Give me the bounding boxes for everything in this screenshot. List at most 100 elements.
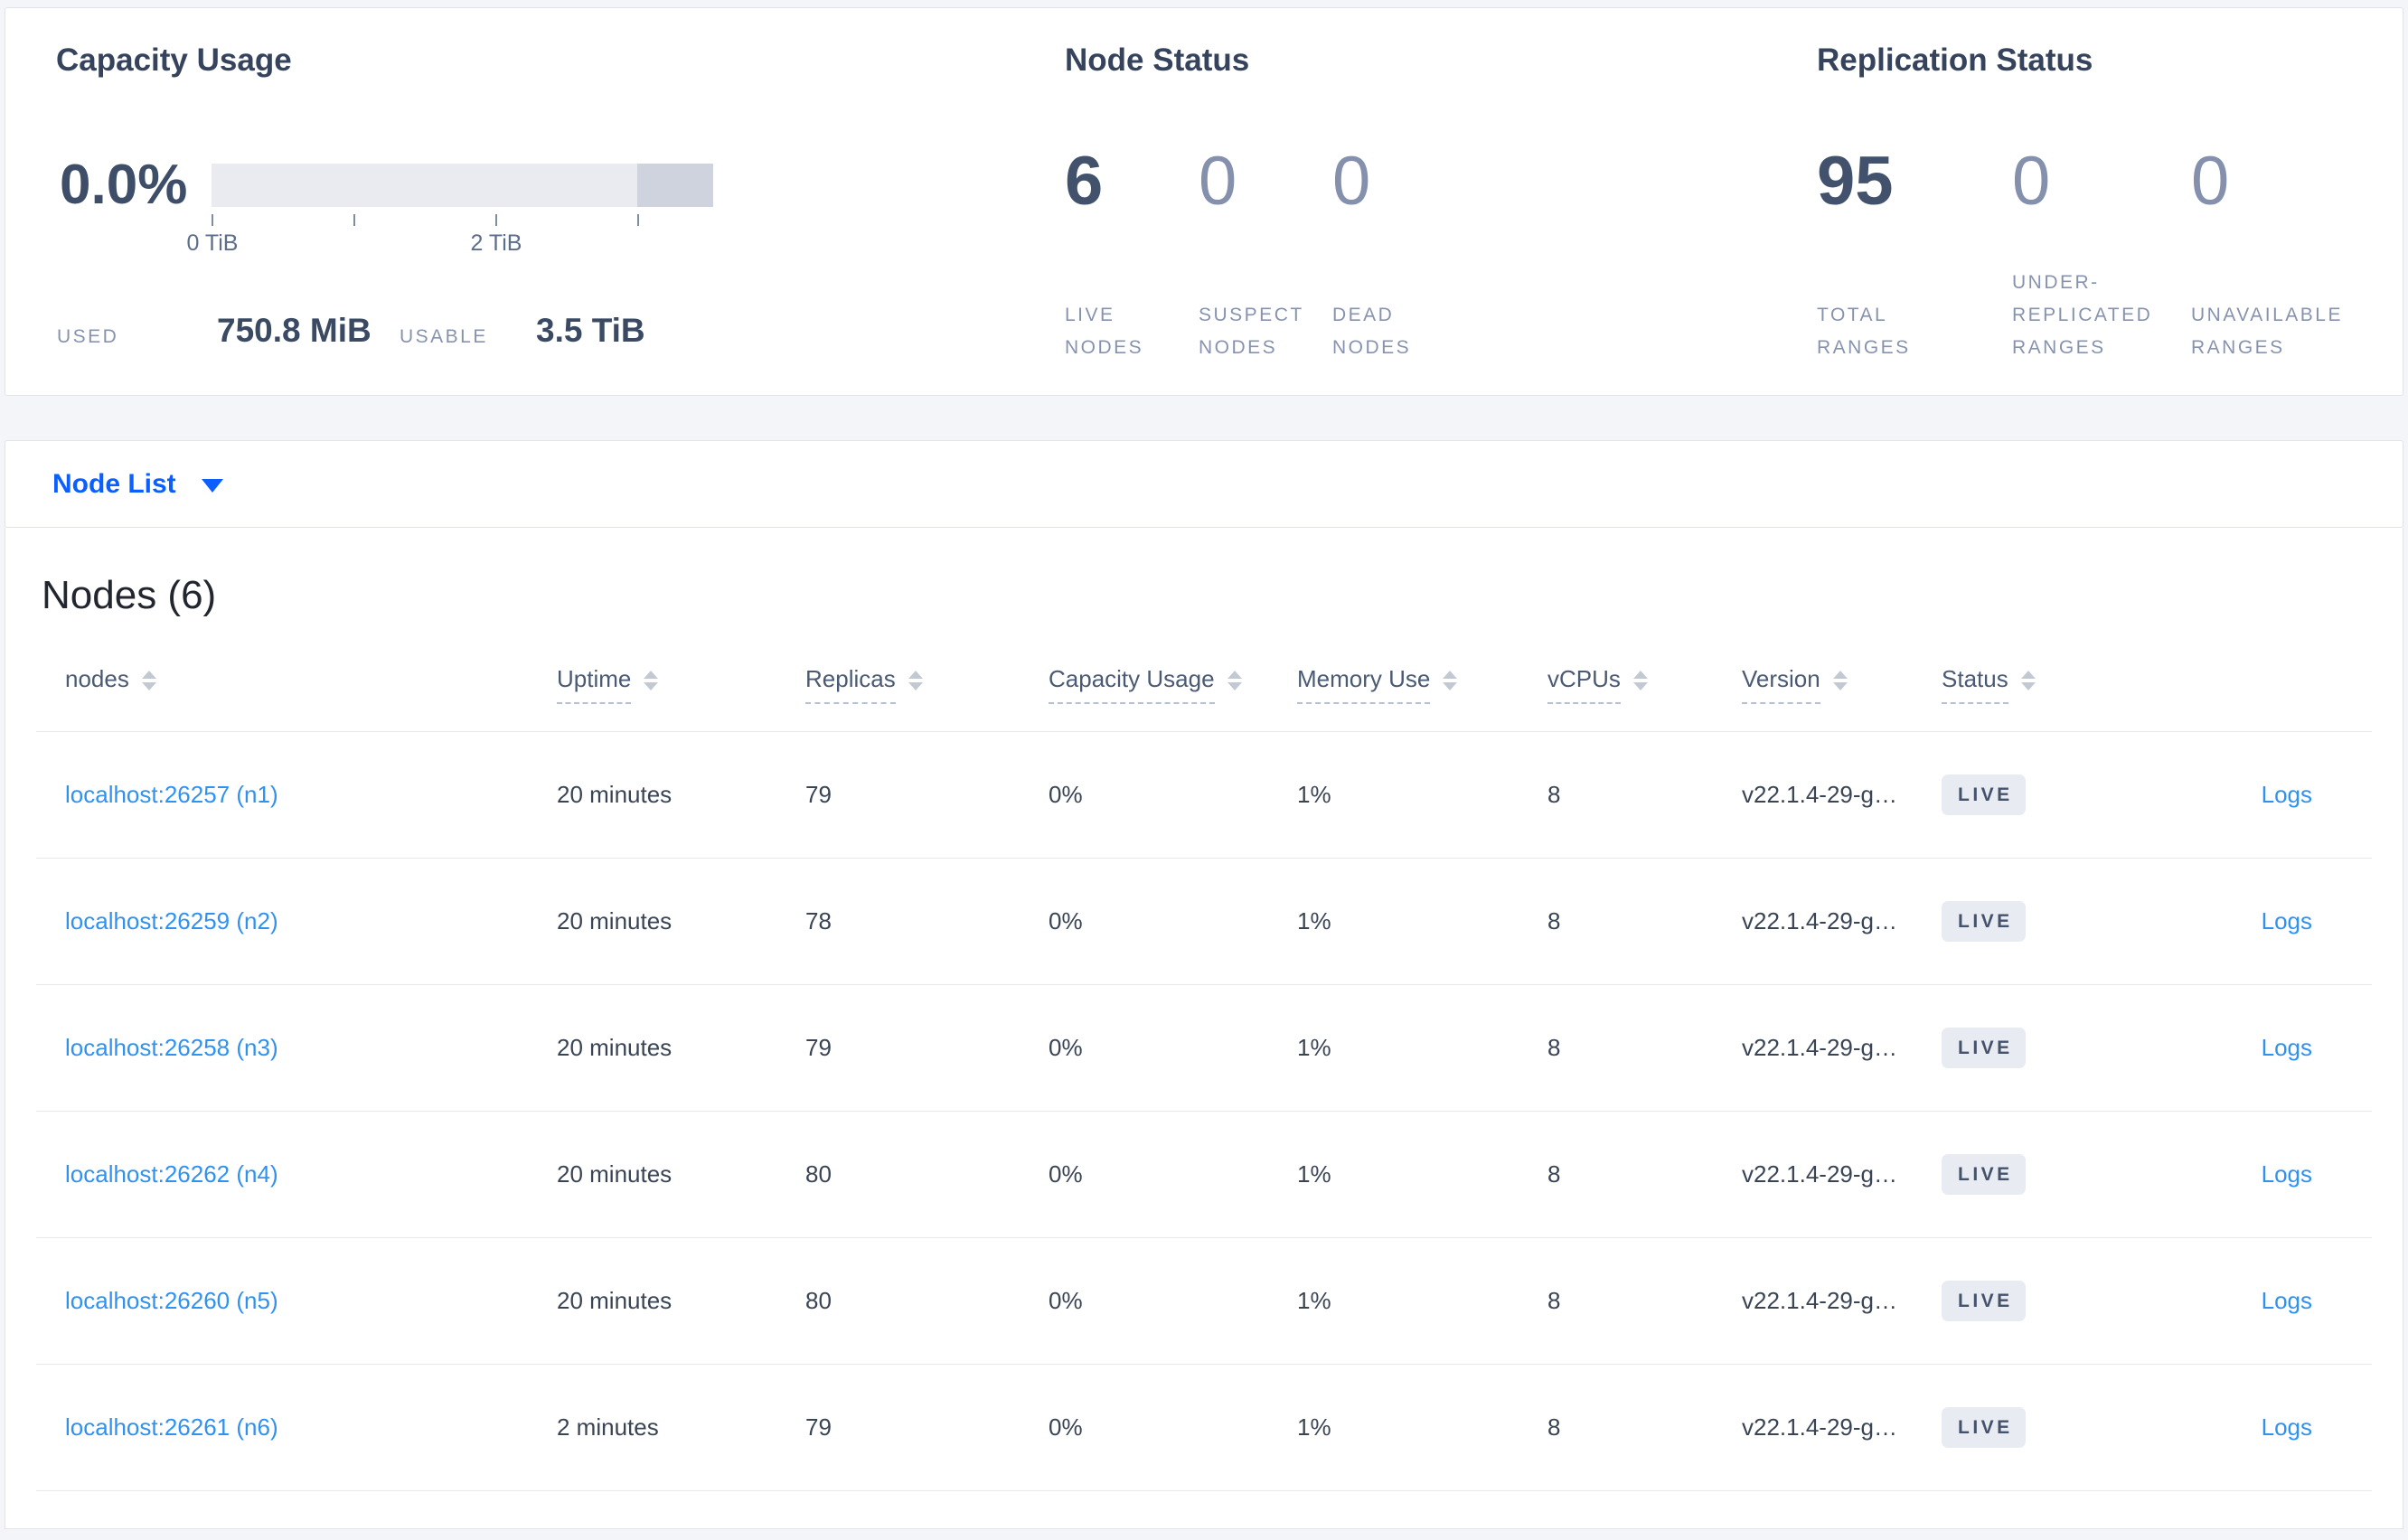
dead-nodes-count: 0	[1332, 143, 1371, 220]
capacity-usage-percent: 0.0%	[60, 154, 188, 216]
sort-icon	[1632, 670, 1648, 690]
replicas-cell: 79	[805, 984, 1049, 1112]
replication-status-title: Replication Status	[1817, 42, 2093, 78]
column-header-nodes[interactable]: nodes	[36, 642, 557, 732]
dead-nodes-label: DEAD NODES	[1332, 305, 1412, 358]
logs-cell: Logs	[2168, 984, 2372, 1112]
status-cell: LIVE	[1942, 1364, 2168, 1491]
memory-use-cell: 1%	[1297, 984, 1547, 1112]
logs-link[interactable]: Logs	[2261, 907, 2312, 934]
memory-use-cell: 1%	[1297, 1237, 1547, 1365]
vcpus-cell: 8	[1547, 1237, 1742, 1365]
memory-use-cell: 1%	[1297, 858, 1547, 985]
unavailable-ranges-label: UNAVAILABLE RANGES	[2191, 305, 2343, 358]
column-header-label: Status	[1942, 665, 2008, 704]
total-ranges-label: TOTAL RANGES	[1817, 305, 1911, 358]
capacity-usage-cell: 0%	[1049, 984, 1297, 1112]
sort-icon	[2020, 670, 2036, 690]
logs-cell: Logs	[2168, 858, 2372, 985]
column-header-label: Version	[1742, 665, 1820, 704]
logs-link[interactable]: Logs	[2261, 1034, 2312, 1061]
column-header-vcpus[interactable]: vCPUs	[1547, 642, 1742, 732]
column-header-label: Memory Use	[1297, 665, 1431, 704]
axis-tick	[495, 214, 497, 226]
replicas-cell: 79	[805, 1364, 1049, 1491]
column-header-label: Uptime	[557, 665, 632, 704]
node-address-cell: localhost:26262 (n4)	[36, 1111, 557, 1238]
node-address-cell: localhost:26261 (n6)	[36, 1364, 557, 1491]
cluster-summary-panel: Capacity Usage 0.0% 0 TiB 2 TiB USED 750…	[5, 7, 2403, 396]
axis-tick-label: 2 TiB	[470, 230, 522, 256]
sort-icon	[141, 670, 156, 690]
replicas-cell: 78	[805, 858, 1049, 985]
sort-icon	[1832, 670, 1848, 690]
version-cell: v22.1.4-29-g…	[1742, 1364, 1942, 1491]
sort-icon	[644, 670, 659, 690]
used-label: USED	[57, 326, 119, 347]
status-badge: LIVE	[1942, 1154, 2026, 1195]
memory-use-cell: 1%	[1297, 1364, 1547, 1491]
column-header-label: vCPUs	[1547, 665, 1621, 704]
node-link[interactable]: localhost:26257 (n1)	[65, 781, 278, 808]
node-link[interactable]: localhost:26259 (n2)	[65, 907, 278, 934]
axis-tick	[212, 214, 213, 226]
status-cell: LIVE	[1942, 858, 2168, 985]
logs-link[interactable]: Logs	[2261, 1413, 2312, 1441]
version-cell: v22.1.4-29-g…	[1742, 984, 1942, 1112]
logs-cell: Logs	[2168, 1237, 2372, 1365]
column-header-memory-use[interactable]: Memory Use	[1297, 642, 1547, 732]
logs-link[interactable]: Logs	[2261, 781, 2312, 808]
status-badge: LIVE	[1942, 1407, 2026, 1448]
node-link[interactable]: localhost:26262 (n4)	[65, 1160, 278, 1188]
column-header-logs	[2168, 642, 2372, 732]
vcpus-cell: 8	[1547, 1364, 1742, 1491]
uptime-cell: 20 minutes	[557, 984, 805, 1112]
sort-icon	[1227, 670, 1242, 690]
capacity-usage-cell: 0%	[1049, 731, 1297, 859]
node-link[interactable]: localhost:26258 (n3)	[65, 1034, 278, 1061]
live-nodes-count: 6	[1065, 143, 1104, 220]
node-link[interactable]: localhost:26260 (n5)	[65, 1287, 278, 1314]
node-address-cell: localhost:26257 (n1)	[36, 731, 557, 859]
logs-cell: Logs	[2168, 1364, 2372, 1491]
table-row: localhost:26258 (n3) 20 minutes 79 0% 1% 8 v22…	[36, 984, 2372, 1112]
capacity-usage-title: Capacity Usage	[56, 42, 292, 78]
uptime-cell: 20 minutes	[557, 1111, 805, 1238]
column-header-capacity-usage[interactable]: Capacity Usage	[1049, 642, 1297, 732]
node-address-cell: localhost:26259 (n2)	[36, 858, 557, 985]
column-header-version[interactable]: Version	[1742, 642, 1942, 732]
logs-link[interactable]: Logs	[2261, 1287, 2312, 1314]
table-row: localhost:26260 (n5) 20 minutes 80 0% 1% 8 v22…	[36, 1237, 2372, 1365]
sort-icon	[1443, 670, 1458, 690]
nodes-table: nodes Uptime Replicas Capacity Usage Memory …	[36, 642, 2372, 1491]
node-status-title: Node Status	[1065, 42, 1250, 78]
replicas-cell: 79	[805, 731, 1049, 859]
column-header-label: nodes	[65, 665, 129, 692]
axis-tick-label: 0 TiB	[186, 230, 239, 256]
replicas-cell: 80	[805, 1111, 1049, 1238]
status-cell: LIVE	[1942, 731, 2168, 859]
nodes-panel-title: Nodes (6)	[42, 573, 217, 617]
node-link[interactable]: localhost:26261 (n6)	[65, 1413, 278, 1441]
uptime-cell: 20 minutes	[557, 1237, 805, 1365]
logs-cell: Logs	[2168, 731, 2372, 859]
status-badge: LIVE	[1942, 901, 2026, 942]
usable-label: USABLE	[400, 326, 488, 347]
suspect-nodes-count: 0	[1199, 143, 1237, 220]
memory-use-cell: 1%	[1297, 1111, 1547, 1238]
column-header-replicas[interactable]: Replicas	[805, 642, 1049, 732]
logs-link[interactable]: Logs	[2261, 1160, 2312, 1188]
memory-use-cell: 1%	[1297, 731, 1547, 859]
column-header-uptime[interactable]: Uptime	[557, 642, 805, 732]
replicas-cell: 80	[805, 1237, 1049, 1365]
capacity-usage-gauge: 0 TiB 2 TiB	[187, 164, 713, 256]
node-list-dropdown[interactable]: Node List	[52, 469, 223, 500]
column-header-status[interactable]: Status	[1942, 642, 2168, 732]
version-cell: v22.1.4-29-g…	[1742, 731, 1942, 859]
capacity-usage-cell: 0%	[1049, 1237, 1297, 1365]
version-cell: v22.1.4-29-g…	[1742, 1111, 1942, 1238]
capacity-usage-cell: 0%	[1049, 858, 1297, 985]
suspect-nodes-label: SUSPECT NODES	[1199, 305, 1304, 358]
axis-tick	[637, 214, 639, 226]
uptime-cell: 2 minutes	[557, 1364, 805, 1491]
